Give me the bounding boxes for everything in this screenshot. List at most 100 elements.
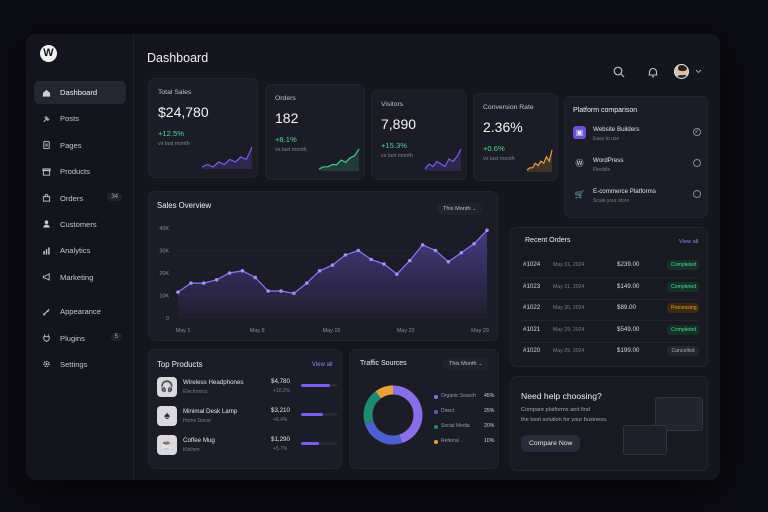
sales-point[interactable] [227,271,232,275]
avatar[interactable] [674,64,689,79]
sales-point[interactable] [266,289,270,293]
sales-point[interactable] [343,253,348,257]
status-badge: Processing [667,303,699,313]
sales-point[interactable] [317,268,322,273]
sidebar-item-orders[interactable]: Orders 34 [34,187,126,210]
page-icon [42,141,51,150]
legend-label: Organic Search [441,393,476,399]
order-row[interactable]: #1022 May 30, 2024 $89.00 Processing [511,301,709,321]
check-circle-icon[interactable]: ✓ [693,128,701,136]
sales-point[interactable] [304,281,309,285]
legend-value: 45% [484,393,495,399]
sales-point[interactable] [382,262,386,266]
sales-point[interactable] [176,290,180,294]
search-icon[interactable] [613,66,625,78]
gear-icon [42,360,51,369]
stat-change: +12.5% [158,129,184,138]
platform-option[interactable]: 🛒 E-commerce Platforms Scale your store [573,186,701,210]
sales-point[interactable] [485,228,489,233]
legend-item: Organic Search 45% [434,392,494,402]
products-view-all-link[interactable]: View all [312,362,333,368]
order-row[interactable]: #1024 May 31, 2024 $239.00 Completed [511,258,709,278]
sidebar-item-posts[interactable]: Posts [34,107,126,130]
sales-point[interactable] [433,248,438,253]
product-progress [301,442,337,445]
donut-slice-social-media[interactable] [363,391,382,425]
product-row[interactable]: ☕ Coffee Mug Kitchen $1,290 +5.7% [157,435,337,459]
order-row[interactable]: #1020 May 29, 2024 $199.00 Cancelled [511,344,709,362]
stat-value: 182 [275,110,299,126]
cart-icon: 🛒 [574,190,585,199]
platform-option[interactable]: ▣ Website Builders Easy to use ✓ [573,124,701,148]
row-divider [521,298,699,300]
legend-swatch [434,410,438,414]
traffic-filter-select[interactable]: This Month ⌄ [443,358,489,370]
sidebar-item-appearance[interactable]: Appearance [34,300,126,323]
product-row[interactable]: ♠ Minimal Desk Lamp Home Decor $3,210 +6.4% [157,406,337,430]
order-row[interactable]: #1021 May 29, 2024 $549.00 Completed [511,323,709,343]
radio-button[interactable] [693,159,701,167]
sidebar-item-analytics[interactable]: Analytics [34,239,126,262]
sparkline-area [527,150,552,172]
sparkline-line [201,146,253,168]
sales-point[interactable] [189,281,193,285]
y-tick-label: 20K [159,271,169,277]
page-title: Dashboard [147,51,209,65]
platform-desc: Easy to use [593,136,620,142]
sales-point[interactable] [395,272,399,276]
chevron-down-icon[interactable] [695,69,702,74]
stat-card-orders: Orders 182 +8.1% vs last month [265,84,365,180]
y-tick-label: 10K [159,294,169,300]
sidebar-item-plugins[interactable]: Plugins 5 [34,327,126,350]
sales-point[interactable] [330,263,335,267]
logo[interactable]: W [40,45,57,62]
x-tick-label: May 15 [323,328,341,334]
sales-point[interactable] [459,250,464,255]
sales-point[interactable] [279,289,283,293]
traffic-filter-label: This Month [449,361,477,367]
order-row[interactable]: #1023 May 31, 2024 $149.00 Completed [511,280,709,300]
sidebar-item-dashboard[interactable]: Dashboard [34,81,126,104]
compare-now-button[interactable]: Compare Now [521,435,581,452]
product-name: Coffee Mug [183,437,215,444]
stat-subtext: vs last month [158,141,190,147]
sparkline-line [318,148,360,170]
sales-point[interactable] [240,268,245,273]
sidebar-item-pages[interactable]: Pages [34,134,126,157]
product-row[interactable]: 🎧 Wireless Headphones Electronics $4,780 +10… [157,377,337,401]
sparkline-line [526,149,553,171]
donut-slice-organic-search[interactable] [392,385,423,444]
sidebar-item-settings[interactable]: Settings [34,353,126,376]
sales-point[interactable] [214,277,219,282]
sales-point[interactable] [253,275,258,280]
sidebar-item-products[interactable]: Products [34,160,126,183]
sales-point[interactable] [356,248,361,253]
row-divider [521,277,699,278]
sidebar-item-marketing[interactable]: Marketing [34,266,126,289]
sidebar-item-customers[interactable]: Customers [34,213,126,236]
sales-point[interactable] [472,241,476,246]
donut-slice-direct[interactable] [364,421,403,445]
sales-point[interactable] [407,258,412,263]
stat-change: +8.1% [275,135,297,144]
platform-option[interactable]: Ⓦ WordPress Flexible [573,155,701,179]
x-tick-label: May 1 [176,328,191,334]
sales-point[interactable] [369,257,373,262]
sparkline [318,148,360,171]
sales-area [178,230,487,318]
sales-filter-select[interactable]: This Month ⌄ [437,203,483,215]
sales-point[interactable] [420,243,425,247]
donut-slice-referral[interactable] [375,385,394,399]
sales-point[interactable] [292,291,296,296]
top-products-title: Top Products [157,360,203,369]
order-id: #1020 [523,347,541,354]
order-amount: $549.00 [617,325,640,333]
radio-button[interactable] [693,190,701,198]
status-badge: Completed [667,260,699,270]
bell-icon[interactable] [647,66,659,78]
sales-filter-label: This Month [443,206,471,212]
sales-point[interactable] [201,281,206,285]
orders-view-all-link[interactable]: View all [679,239,699,245]
stat-change: +15.3% [381,141,407,150]
sales-point[interactable] [446,259,451,264]
